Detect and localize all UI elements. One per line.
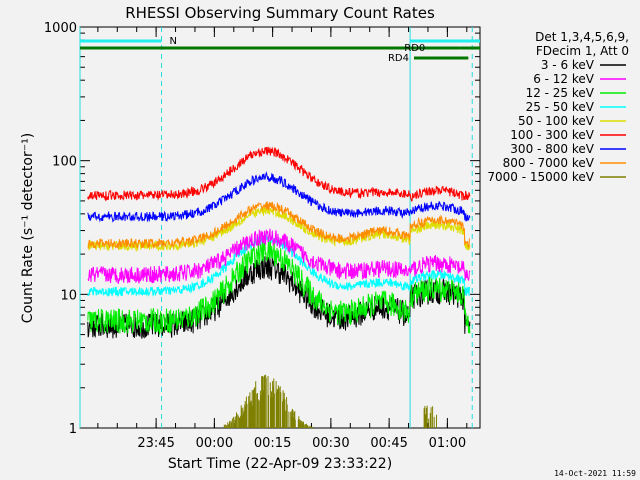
y-tick-label: 100 [52, 155, 77, 170]
saa-rd4-label: RD4 [388, 53, 409, 64]
legend-label: 25 - 50 keV [526, 100, 595, 114]
legend-label: 100 - 300 keV [510, 128, 594, 142]
y-axis-label: Count Rate (s⁻¹ detector⁻¹) [20, 133, 36, 323]
footer-timestamp: 14-Oct-2021 11:59 [554, 469, 636, 478]
legend-label: 3 - 6 keV [541, 58, 595, 72]
series-line-6-12kev [87, 228, 471, 285]
x-tick-label: 23:45 [137, 436, 174, 451]
series-line-300-800kev [87, 170, 471, 223]
series-line-800-7000kev [87, 201, 470, 250]
y-tick-label: 1 [69, 422, 77, 437]
y-tick-label: 1000 [44, 21, 77, 36]
series-line-12-25kev [87, 239, 471, 336]
legend-header-2: FDecim 1, Att 0 [536, 44, 629, 58]
series-line-100-300kev [87, 146, 471, 202]
legend-label: 300 - 800 keV [510, 142, 594, 156]
series-line-50-100kev [87, 205, 471, 253]
legend-label: 50 - 100 keV [518, 114, 595, 128]
legend-label: 6 - 12 keV [533, 72, 595, 86]
x-tick-label: 00:30 [312, 436, 349, 451]
chart-title: RHESSI Observing Summary Count Rates [125, 4, 435, 22]
saa-rd0-label: RD0 [404, 43, 425, 54]
legend: Det 1,3,4,5,6,9, FDecim 1, Att 0 3 - 6 k… [487, 30, 629, 184]
legend-label: 800 - 7000 keV [503, 156, 595, 170]
x-tick-label: 01:00 [429, 436, 466, 451]
x-tick-label: 00:15 [254, 436, 291, 451]
series-line-7000-15000kev [223, 374, 437, 428]
x-tick-label: 00:00 [196, 436, 233, 451]
y-tick-label: 10 [60, 288, 77, 303]
legend-label: 12 - 25 keV [526, 86, 595, 100]
x-tick-label: 00:45 [370, 436, 407, 451]
plot-area: 1 10 100 1000 23:45 00:00 00:15 00:30 00:45 01:00… [44, 21, 481, 451]
legend-header-1: Det 1,3,4,5,6,9, [535, 30, 629, 44]
legend-label: 7000 - 15000 keV [487, 170, 594, 184]
night-label: N [170, 36, 177, 47]
x-axis-label: Start Time (22-Apr-09 23:33:22) [168, 456, 392, 472]
